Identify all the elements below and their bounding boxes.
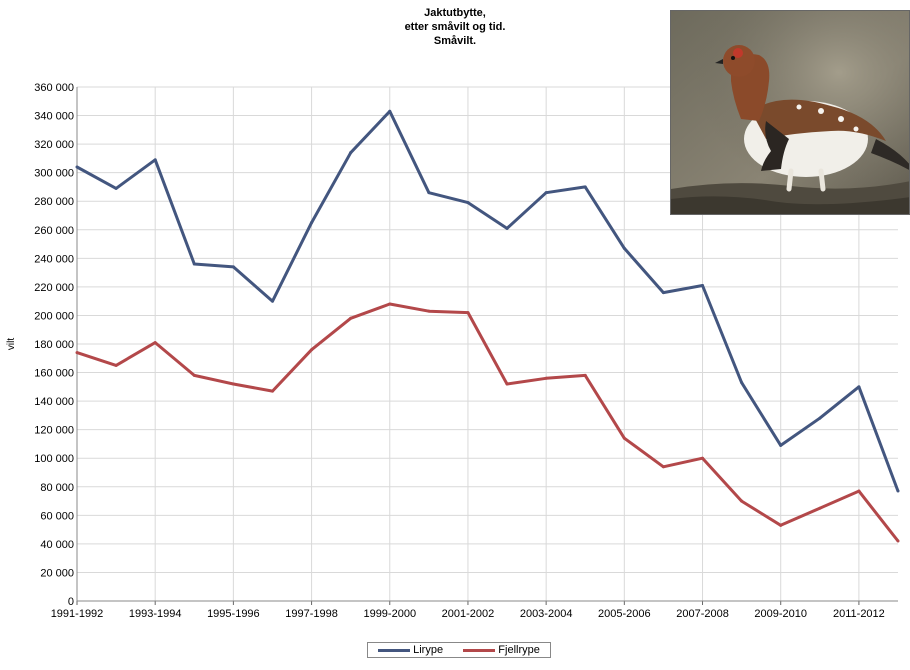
x-tick-label: 2001-2002 bbox=[442, 608, 495, 620]
data-point-lirype bbox=[427, 191, 431, 195]
data-point-lirype bbox=[75, 165, 79, 169]
data-point-fjellrype bbox=[310, 348, 314, 352]
data-point-lirype bbox=[310, 221, 314, 225]
chart-title-line-2: etter småvilt og tid. bbox=[404, 21, 506, 33]
legend-item-fjellrype: Fjellrype bbox=[463, 644, 540, 656]
data-point-lirype bbox=[114, 186, 118, 190]
chart-title-line-3: Småvilt. bbox=[433, 35, 477, 47]
data-point-lirype bbox=[466, 201, 470, 205]
data-point-lirype bbox=[583, 185, 587, 189]
legend-swatch-lirype bbox=[378, 648, 411, 652]
data-point-lirype bbox=[192, 262, 196, 266]
data-point-fjellrype bbox=[114, 363, 118, 367]
data-point-lirype bbox=[701, 283, 705, 287]
y-tick-label: 260 000 bbox=[34, 225, 74, 237]
data-point-fjellrype bbox=[466, 311, 470, 315]
x-tick-label: 2007-2008 bbox=[676, 608, 729, 620]
data-point-fjellrype bbox=[270, 389, 274, 393]
data-point-fjellrype bbox=[388, 302, 392, 306]
data-point-fjellrype bbox=[505, 382, 509, 386]
data-point-fjellrype bbox=[583, 373, 587, 377]
data-point-fjellrype bbox=[153, 341, 157, 345]
x-tick-label: 1995-1996 bbox=[207, 608, 260, 620]
data-point-fjellrype bbox=[661, 465, 665, 469]
data-point-fjellrype bbox=[544, 376, 548, 380]
data-point-fjellrype bbox=[192, 373, 196, 377]
y-tick-label: 180 000 bbox=[34, 339, 74, 351]
legend-swatch-fjellrype bbox=[463, 648, 496, 652]
willow-ptarmigan-icon bbox=[671, 11, 909, 214]
data-point-lirype bbox=[231, 265, 235, 269]
legend-item-lirype: Lirype bbox=[378, 644, 443, 656]
y-tick-label: 0 bbox=[68, 596, 74, 608]
data-point-fjellrype bbox=[231, 382, 235, 386]
legend-label-lirype: Lirype bbox=[413, 644, 444, 656]
data-point-lirype bbox=[544, 191, 548, 195]
data-point-fjellrype bbox=[427, 309, 431, 313]
x-tick-label: 1999-2000 bbox=[363, 608, 416, 620]
y-tick-label: 340 000 bbox=[34, 111, 74, 123]
data-point-fjellrype bbox=[740, 499, 744, 503]
series-line-lirype bbox=[76, 109, 900, 492]
series-layer bbox=[75, 109, 900, 543]
data-point-fjellrype bbox=[75, 351, 79, 355]
y-axis-label: vilt bbox=[6, 338, 17, 350]
data-point-lirype bbox=[661, 291, 665, 295]
chart-title-line-1: Jaktutbytte, bbox=[424, 7, 486, 19]
data-point-fjellrype bbox=[818, 506, 822, 510]
data-point-lirype bbox=[857, 385, 861, 389]
x-tick-label: 2005-2006 bbox=[598, 608, 651, 620]
data-point-fjellrype bbox=[779, 523, 783, 527]
y-tick-label: 220 000 bbox=[34, 282, 74, 294]
data-point-lirype bbox=[622, 246, 626, 250]
x-tick-label: 1993-1994 bbox=[129, 608, 182, 620]
axis-layer bbox=[76, 87, 898, 605]
data-point-fjellrype bbox=[349, 316, 353, 320]
y-tick-label: 240 000 bbox=[34, 253, 74, 265]
data-point-lirype bbox=[896, 489, 900, 493]
data-point-lirype bbox=[270, 299, 274, 303]
ptarmigan-photo bbox=[670, 10, 910, 215]
x-tick-label: 1997-1998 bbox=[285, 608, 338, 620]
y-tick-label: 100 000 bbox=[34, 453, 74, 465]
y-tick-label: 320 000 bbox=[34, 139, 74, 151]
series-line-fjellrype bbox=[76, 302, 900, 542]
data-point-fjellrype bbox=[896, 539, 900, 543]
legend: Lirype Fjellrype bbox=[367, 642, 551, 658]
y-tick-label: 360 000 bbox=[34, 82, 74, 94]
y-tick-label: 60 000 bbox=[40, 510, 74, 522]
y-tick-label: 160 000 bbox=[34, 368, 74, 380]
data-point-lirype bbox=[818, 416, 822, 420]
data-point-lirype bbox=[740, 381, 744, 385]
data-point-fjellrype bbox=[701, 456, 705, 460]
y-tick-label: 20 000 bbox=[40, 567, 74, 579]
data-point-lirype bbox=[779, 443, 783, 447]
data-point-lirype bbox=[505, 226, 509, 230]
x-tick-label: 2011-2012 bbox=[833, 608, 885, 620]
data-point-lirype bbox=[349, 151, 353, 155]
data-point-lirype bbox=[153, 158, 157, 162]
x-tick-label: 2003-2004 bbox=[520, 608, 573, 620]
label-layer: 0 20 000 40 000 60 000 80 000 100 000 120 000 1… bbox=[6, 82, 885, 620]
y-tick-label: 120 000 bbox=[34, 425, 74, 437]
legend-label-fjellrype: Fjellrype bbox=[498, 644, 540, 656]
data-point-fjellrype bbox=[857, 489, 861, 493]
x-tick-label: 2009-2010 bbox=[754, 608, 807, 620]
data-point-fjellrype bbox=[622, 436, 626, 440]
data-point-lirype bbox=[388, 109, 392, 113]
x-tick-label: 1991-1992 bbox=[51, 608, 104, 620]
y-tick-label: 40 000 bbox=[40, 539, 74, 551]
y-tick-label: 200 000 bbox=[34, 310, 74, 322]
y-tick-label: 140 000 bbox=[34, 396, 74, 408]
y-tick-label: 300 000 bbox=[34, 168, 74, 180]
y-tick-label: 280 000 bbox=[34, 196, 74, 208]
y-tick-label: 80 000 bbox=[40, 482, 74, 494]
